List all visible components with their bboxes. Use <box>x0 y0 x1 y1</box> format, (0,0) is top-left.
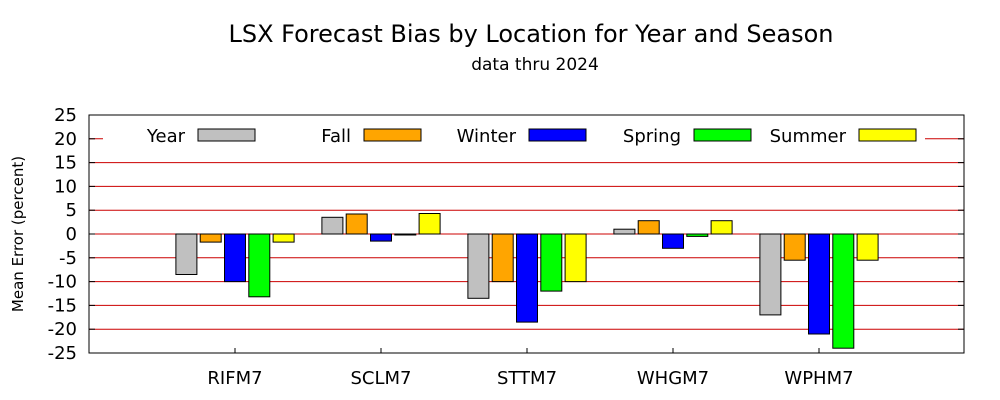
y-tick-label: -15 <box>48 295 77 316</box>
bar-spring-sttm7 <box>540 233 563 292</box>
bar-fall-whgm7 <box>637 220 660 235</box>
y-tick-label: 25 <box>54 105 77 126</box>
bar-spring-rifm7 <box>248 233 271 298</box>
bar-year-wphm7 <box>759 233 782 316</box>
y-tick-label: 15 <box>54 153 77 174</box>
y-tick-label: 10 <box>54 176 77 197</box>
bar-summer-wphm7 <box>856 233 879 261</box>
chart-subtitle: data thru 2024 <box>471 55 599 75</box>
bar-summer-whgm7 <box>710 220 733 235</box>
y-tick-label: 5 <box>66 200 77 221</box>
bar-spring-wphm7 <box>832 233 855 349</box>
bar-winter-wphm7 <box>808 233 830 335</box>
bars <box>175 213 879 349</box>
bar-year-whgm7 <box>613 228 636 235</box>
bar-fall-sclm7 <box>345 213 368 235</box>
x-tick-label: WPHM7 <box>784 368 853 389</box>
bar-summer-sclm7 <box>418 213 441 235</box>
x-tick-label: WHGM7 <box>637 368 709 389</box>
y-tick-label: -20 <box>48 319 77 340</box>
bar-fall-rifm7 <box>199 233 222 243</box>
bar-fall-sttm7 <box>491 233 514 283</box>
legend-swatch-summer <box>858 128 917 142</box>
bar-spring-sclm7 <box>394 233 417 236</box>
legend-label-summer: Summer <box>770 126 847 147</box>
bar-year-rifm7 <box>175 233 198 275</box>
legend-label-spring: Spring <box>623 126 681 147</box>
bar-summer-rifm7 <box>272 233 295 243</box>
legend-label-fall: Fall <box>321 126 351 147</box>
bar-winter-rifm7 <box>224 233 246 283</box>
legend-swatch-spring <box>693 128 752 142</box>
y-tick-label: -10 <box>48 272 77 293</box>
bar-winter-sttm7 <box>516 233 538 323</box>
chart-title: LSX Forecast Bias by Location for Year a… <box>228 20 834 48</box>
bar-summer-sttm7 <box>564 233 587 283</box>
bar-winter-sclm7 <box>370 233 392 242</box>
legend-label-winter: Winter <box>457 126 517 147</box>
x-tick-label: RIFM7 <box>207 368 262 389</box>
legend: Year Fall Winter Spring Summer <box>103 122 925 150</box>
x-tick-label: STTM7 <box>497 368 557 389</box>
y-tick-label: -5 <box>59 248 77 269</box>
legend-label-year: Year <box>146 126 186 147</box>
legend-swatch-fall <box>363 128 422 142</box>
y-tick-label: 0 <box>66 224 77 245</box>
x-tick-label: SCLM7 <box>350 368 411 389</box>
bar-spring-whgm7 <box>686 233 709 237</box>
bar-fall-wphm7 <box>783 233 806 261</box>
y-tick-label: -25 <box>48 343 77 364</box>
bar-year-sclm7 <box>321 216 344 235</box>
legend-swatch-year <box>197 128 256 142</box>
legend-swatch-winter <box>528 128 587 142</box>
y-axis-label: Mean Error (percent) <box>9 156 27 312</box>
y-tick-label: 20 <box>54 129 77 150</box>
bar-winter-whgm7 <box>662 233 684 249</box>
bar-year-sttm7 <box>467 233 490 299</box>
